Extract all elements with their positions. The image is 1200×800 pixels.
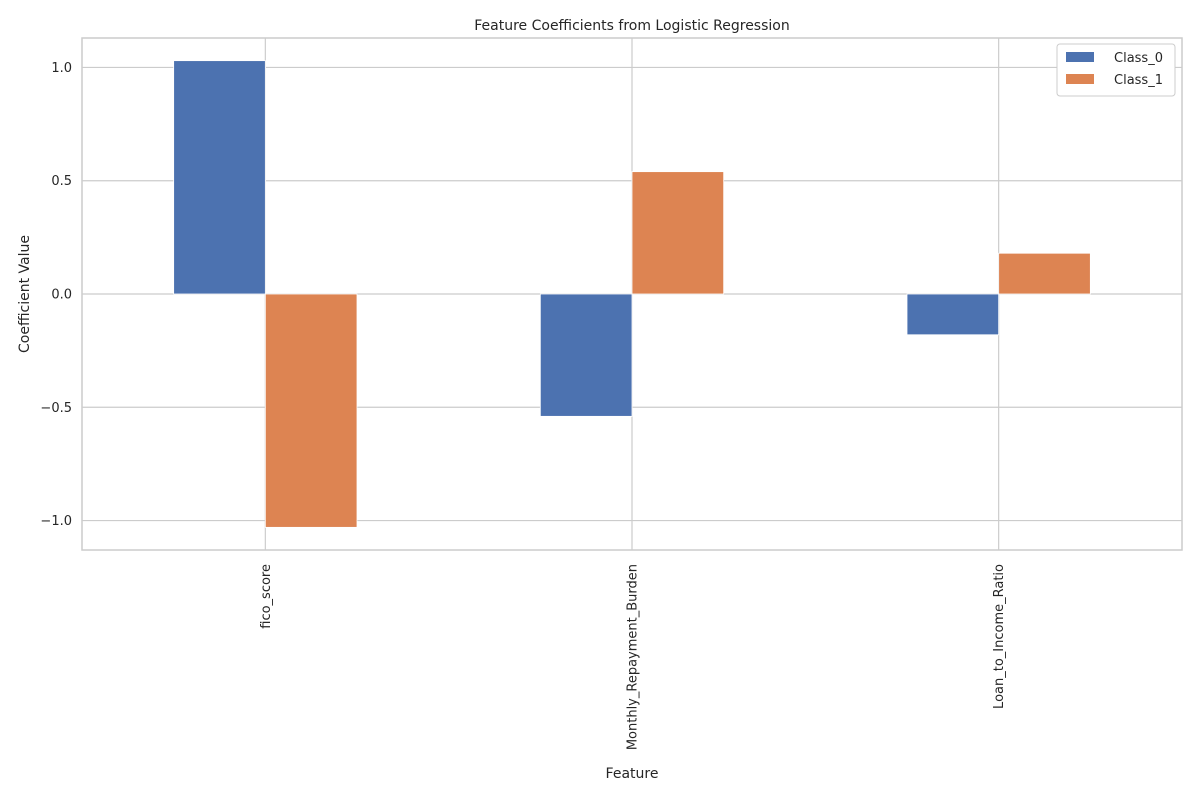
legend-label-1: Class_1	[1114, 73, 1163, 88]
x-axis-label: Feature	[606, 766, 659, 782]
bar-class-1-2	[998, 252, 1091, 295]
y-tick-label: 1.0	[51, 61, 72, 76]
legend-swatch-1	[1066, 74, 1094, 84]
y-tick-label: 0.0	[51, 288, 72, 303]
bar-class-0-0	[173, 60, 266, 295]
x-tick-labels: fico_score Monthly_Repayment_Burden Loan_t…	[259, 564, 1007, 750]
bar-class-1-0	[264, 293, 358, 528]
bar-class-0-1	[539, 293, 633, 417]
x-tick-label: Loan_to_Income_Ratio	[992, 564, 1007, 709]
y-tick-label: −1.0	[40, 514, 72, 529]
y-tick-label: 0.5	[51, 174, 72, 189]
legend-label-0: Class_0	[1114, 51, 1163, 66]
x-tick-label: fico_score	[259, 564, 274, 629]
legend-swatch-0	[1066, 52, 1094, 62]
bar-class-1-1	[631, 171, 725, 295]
plot-frame	[81, 37, 1183, 551]
y-tick-label: −0.5	[40, 401, 72, 416]
bar-layer	[173, 60, 1091, 528]
y-tick-labels: 1.0 0.5 0.0 −0.5 −1.0	[40, 61, 72, 529]
chart-title: Feature Coefficients from Logistic Regre…	[474, 18, 789, 34]
legend: Class_0 Class_1	[1056, 43, 1176, 97]
bar-class-0-2	[906, 293, 1000, 336]
x-tick-label: Monthly_Repayment_Burden	[626, 564, 641, 750]
y-axis-label: Coefficient Value	[17, 235, 33, 353]
